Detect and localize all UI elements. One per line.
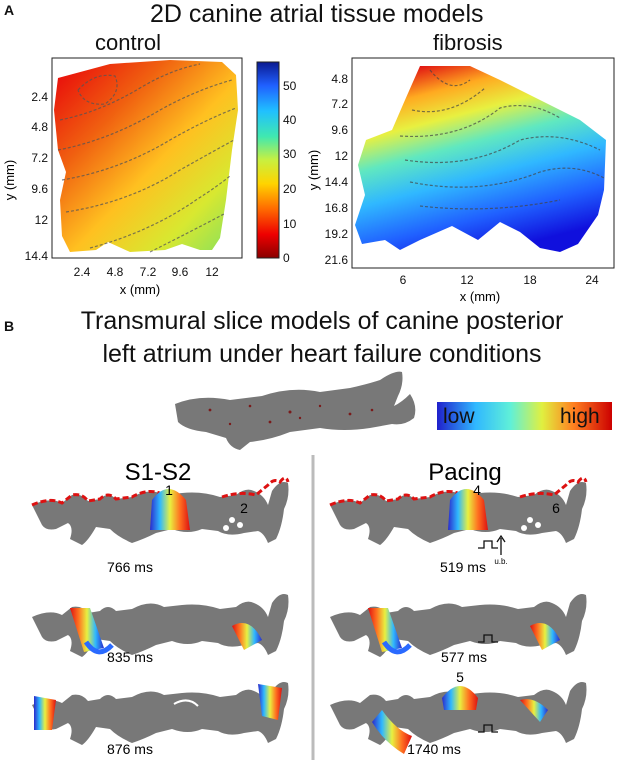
colorbar-tick: 20: [283, 182, 297, 196]
control-xtick: 4.8: [107, 265, 124, 279]
panel-a-graphics: 2.4 4.8 7.2 9.6 12 14.4 2.4 4.8 7.2 9.6 …: [2, 57, 615, 304]
control-label: control: [95, 30, 162, 55]
fibrosis-ytick: 16.8: [325, 201, 349, 215]
colorbar: 50 40 30 20 10 0: [256, 61, 297, 265]
control-ytick: 9.6: [31, 182, 48, 196]
fibrosis-ytick: 19.2: [325, 227, 349, 241]
fibrosis-xtick: 6: [400, 273, 407, 287]
control-ytick: 14.4: [25, 249, 49, 263]
transmural-slice-overview: [175, 371, 416, 450]
s1s2-label: S1-S2: [125, 459, 192, 486]
fibrosis-label: fibrosis: [433, 30, 503, 55]
control-ytick: 4.8: [31, 120, 48, 134]
control-xtick: 12: [205, 265, 219, 279]
fibrosis-ytick: 4.8: [331, 72, 348, 86]
colorbar-tick: 40: [283, 113, 297, 127]
scale-high-label: high: [560, 405, 600, 428]
fibrosis-ylabel: y (mm): [306, 150, 321, 190]
panel-b-letter: B: [4, 318, 15, 334]
fibrosis-ytick: 7.2: [331, 97, 348, 111]
pacing-frame-1: 4 6 u.b. 519 ms: [329, 476, 588, 575]
pacing-time-2: 577 ms: [441, 649, 487, 665]
activation-scale: low high: [437, 402, 612, 430]
s1s2-time-2: 835 ms: [107, 649, 153, 665]
fibrosis-xtick: 24: [585, 273, 599, 287]
fibrosis-ytick: 12: [335, 149, 349, 163]
pacing-frame-3: 5 1740 ms: [330, 669, 587, 757]
control-ytick: 7.2: [31, 151, 48, 165]
s1s2-frame-2: 835 ms: [32, 594, 289, 665]
panel-b-title-line1: Transmural slice models of canine poster…: [80, 307, 564, 335]
control-xtick: 7.2: [140, 265, 157, 279]
s1s2-marker-2: 2: [240, 500, 248, 516]
control-ytick: 2.4: [31, 90, 48, 104]
pacing-marker-6: 6: [552, 500, 560, 516]
panel-a-title: 2D canine atrial tissue models: [150, 0, 484, 28]
scale-low-label: low: [443, 405, 475, 428]
pacing-time-1: 519 ms: [440, 559, 486, 575]
fibrosis-ytick: 9.6: [331, 123, 348, 137]
fibrosis-xtick: 18: [523, 273, 537, 287]
s1s2-time-3: 876 ms: [107, 741, 153, 757]
control-xtick: 2.4: [74, 265, 91, 279]
control-ylabel: y (mm): [2, 160, 17, 200]
fibrosis-xtick: 12: [460, 273, 474, 287]
control-ytick: 12: [35, 213, 49, 227]
colorbar-tick: 10: [283, 217, 297, 231]
colorbar-tick: 0: [283, 251, 290, 265]
colorbar-tick: 50: [283, 79, 297, 93]
panel-b-title: Transmural slice models of canine poster…: [20, 305, 624, 371]
unidirectional-block-label: u.b.: [494, 557, 507, 566]
pacing-marker-4: 4: [473, 482, 481, 498]
fibrosis-xlabel: x (mm): [460, 289, 500, 304]
panel-b-graphics: low high 1 2 766 ms 835 ms 876 ms S1-S2: [31, 371, 612, 760]
pacing-time-3: 1740 ms: [407, 741, 461, 757]
colorbar-tick: 30: [283, 147, 297, 161]
control-axes: 2.4 4.8 7.2 9.6 12 14.4 2.4 4.8 7.2 9.6 …: [2, 57, 243, 297]
fibrosis-ytick: 21.6: [325, 253, 349, 267]
panel-a-letter: A: [4, 2, 15, 18]
control-xtick: 9.6: [172, 265, 189, 279]
s1s2-frame-1: 1 2 766 ms: [31, 476, 290, 575]
s1s2-marker-1: 1: [165, 482, 173, 498]
fibrosis-map: [355, 66, 606, 252]
fibrosis-axes: 4.8 7.2 9.6 12 14.4 16.8 19.2 21.6 6 12 …: [306, 57, 615, 304]
pacing-marker-5: 5: [456, 669, 464, 685]
control-map: [54, 60, 238, 253]
s1s2-time-1: 766 ms: [107, 559, 153, 575]
control-xlabel: x (mm): [120, 282, 160, 297]
panel-b-title-line2: left atrium under heart failure conditio…: [102, 340, 542, 368]
s1s2-frame-3: 876 ms: [32, 682, 289, 757]
pacing-label: Pacing: [428, 459, 501, 486]
pacing-frame-2: 577 ms: [330, 594, 587, 665]
fibrosis-ytick: 14.4: [325, 175, 349, 189]
